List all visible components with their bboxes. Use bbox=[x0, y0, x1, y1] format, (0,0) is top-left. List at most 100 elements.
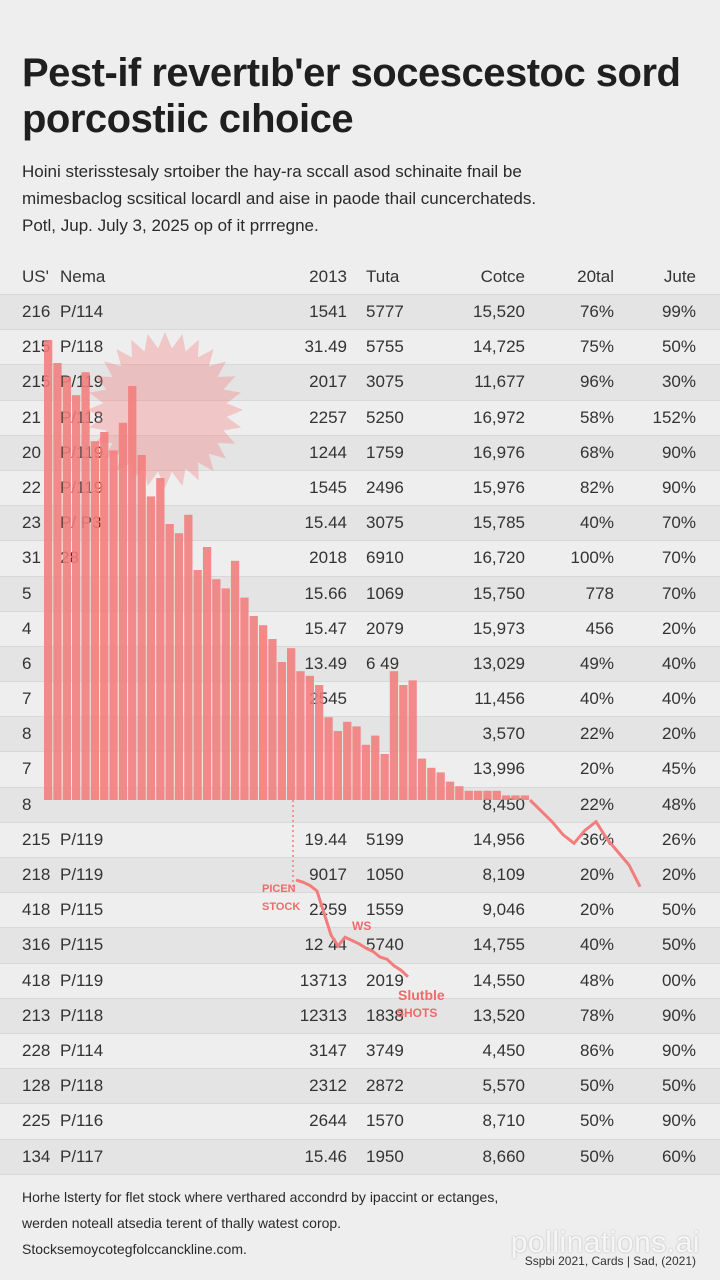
table-row-cell-2: 1541 bbox=[309, 302, 347, 321]
table-header-cell-1: Nema bbox=[60, 267, 106, 286]
table-row-cell-2: 13.49 bbox=[304, 653, 347, 673]
table-row-cell-6: 45% bbox=[661, 759, 696, 779]
table-row-cell-2: 2312 bbox=[309, 1076, 347, 1096]
table-row-cell-6: 90% bbox=[661, 1111, 696, 1131]
table-row-cell-4: 9,046 bbox=[482, 900, 525, 920]
table-row-cell-3: 2496 bbox=[366, 477, 404, 497]
table-row: 6 13.49 6 49 13,029 49% 40% bbox=[0, 646, 720, 683]
table-row-cell-0: 128 bbox=[22, 1076, 51, 1096]
table-row-cell-4: 8,450 bbox=[482, 794, 525, 814]
intro-text: Hoini sterisstesaly srtoiber the hay-ra … bbox=[22, 158, 702, 239]
table-row-cell-5: 36% bbox=[579, 829, 614, 849]
table-row-cell-5: 22% bbox=[579, 724, 614, 744]
table-row-cell-4: 16,976 bbox=[473, 442, 525, 462]
table-row-cell-3: 5740 bbox=[366, 935, 404, 955]
table-row-cell-3: 1570 bbox=[366, 1111, 404, 1131]
table-row-cell-0: 23 bbox=[22, 513, 41, 533]
table-row-cell-0: 215 bbox=[22, 829, 51, 849]
title-line-2: porcostiic cıhoice bbox=[22, 97, 354, 141]
table-row-cell-1: P/119 bbox=[60, 477, 104, 497]
data-table: US' Nema 2013 Tuta Cotce 20tal Jute 216 P/114 154… bbox=[0, 260, 720, 1175]
table-row-cell-6: 90% bbox=[661, 1005, 696, 1025]
intro-line-3: Potl, Jup. July 3, 2025 op of it prrregn… bbox=[22, 216, 319, 235]
table-row-cell-2: 1244 bbox=[309, 442, 347, 462]
table-row-cell-3: 2079 bbox=[366, 618, 404, 638]
table-row: 213 P/118 12313 1838 13,520 78% 90% bbox=[0, 998, 720, 1034]
table-header-cell-6: Jute bbox=[663, 267, 696, 286]
table-row-cell-1: P/117 bbox=[60, 1146, 104, 1166]
table-row-cell-6: 99% bbox=[661, 302, 696, 321]
footer-note: Horhe lsterty for flet stock where verth… bbox=[22, 1184, 702, 1262]
table-row-cell-6: 20% bbox=[661, 865, 696, 884]
table-row: 418 P/115 2259 1559 9,046 20% 50% bbox=[0, 893, 720, 929]
table-row-cell-6: 70% bbox=[661, 548, 696, 568]
table-row-cell-3: 3075 bbox=[366, 372, 404, 392]
footer-line-1: Horhe lsterty for flet stock where verth… bbox=[22, 1189, 499, 1205]
table-row-cell-2: 19.44 bbox=[304, 829, 347, 849]
table-row-cell-2: 2018 bbox=[309, 548, 347, 568]
table-row-cell-2: 2545 bbox=[309, 689, 347, 709]
table-row-cell-2: 2257 bbox=[309, 407, 347, 427]
table-row-cell-1: P/114 bbox=[60, 302, 104, 321]
table-row-cell-0: 215 bbox=[22, 337, 51, 357]
table-row: 215 P/119 2017 3075 11,677 96% 30% bbox=[0, 365, 720, 401]
table-row-cell-6: 90% bbox=[661, 442, 696, 462]
title-line-1: Pest-if revertıb'er socescestoc sord bbox=[22, 51, 681, 95]
table-row-cell-3: 3075 bbox=[366, 513, 404, 533]
table-row-cell-5: 20% bbox=[579, 900, 614, 920]
table-row-cell-3: 5755 bbox=[366, 337, 404, 357]
table-row-cell-3: 1559 bbox=[366, 900, 404, 920]
table-row-cell-5: 456 bbox=[585, 618, 614, 638]
table-row-cell-4: 4,450 bbox=[482, 1040, 525, 1060]
table-row-cell-5: 778 bbox=[585, 583, 614, 603]
table-row-cell-1: P/115 bbox=[60, 935, 104, 955]
table-row: 21 P/118 2257 5250 16,972 58% 152% bbox=[0, 401, 720, 436]
table-header-cell-2: 2013 bbox=[309, 267, 347, 286]
table-row-cell-6: 152% bbox=[652, 407, 696, 427]
table-row-cell-6: 00% bbox=[661, 970, 696, 990]
table-row-cell-1: P/118 bbox=[60, 337, 104, 357]
table-header: US' Nema 2013 Tuta Cotce 20tal Jute bbox=[0, 260, 720, 295]
credit-text: Sspbi 2021, Cards | Sad, (2021) bbox=[524, 1254, 696, 1268]
table-row-cell-6: 70% bbox=[661, 583, 696, 603]
table-row: 31 28 2018 6910 16,720 100% 70% bbox=[0, 541, 720, 577]
table-row-cell-1: P/114 bbox=[60, 1040, 104, 1060]
table-header-cell-0: US' bbox=[22, 267, 49, 286]
table-row-cell-3: 6910 bbox=[366, 548, 404, 568]
table-row-cell-4: 11,677 bbox=[474, 372, 525, 392]
table-row: 134 P/117 15.46 1950 8,660 50% 60% bbox=[0, 1139, 720, 1175]
table-row-cell-3: 5199 bbox=[366, 829, 404, 849]
table-row-cell-4: 14,725 bbox=[473, 337, 525, 357]
table-row-cell-0: 8 bbox=[22, 724, 32, 744]
table-row-cell-1: P/119 bbox=[60, 442, 104, 462]
intro-line-1: Hoini sterisstesaly srtoiber the hay-ra … bbox=[22, 162, 522, 181]
table-row-cell-6: 30% bbox=[661, 372, 696, 392]
table-row-cell-6: 50% bbox=[661, 337, 696, 357]
table-row-cell-0: 21 bbox=[22, 407, 41, 427]
table-row-cell-2: 15.66 bbox=[304, 583, 347, 603]
table-row-cell-5: 40% bbox=[579, 513, 614, 533]
table-row-cell-0: 6 bbox=[22, 653, 32, 673]
table-row-cell-6: 40% bbox=[661, 689, 696, 709]
table-row-cell-1: 28 bbox=[60, 548, 79, 568]
table-row-cell-0: 218 bbox=[22, 865, 51, 884]
table-row-cell-4: 15,976 bbox=[473, 477, 525, 497]
table-row-cell-5: 75% bbox=[579, 337, 614, 357]
table-row-cell-4: 11,456 bbox=[474, 689, 525, 709]
table-row-cell-0: 215 bbox=[22, 372, 51, 392]
table-row-cell-1: P/116 bbox=[60, 1111, 104, 1131]
table-row-cell-1: P/ P3 bbox=[60, 513, 102, 533]
table-row-cell-6: 26% bbox=[661, 829, 696, 849]
table-row-cell-3: 3749 bbox=[366, 1040, 404, 1060]
table-row-cell-6: 70% bbox=[661, 513, 696, 533]
table-row-cell-6: 48% bbox=[661, 794, 696, 814]
table-row: 218 P/119 9017 1050 8,109 20% 20% bbox=[0, 858, 720, 894]
table-row-cell-6: 90% bbox=[661, 477, 696, 497]
table-row-cell-6: 50% bbox=[661, 1076, 696, 1096]
table-row-cell-3: 2019 bbox=[366, 970, 404, 990]
table-row-cell-6: 20% bbox=[661, 618, 696, 638]
table-row: 215 P/118 31.49 5755 14,725 75% 50% bbox=[0, 330, 720, 366]
table-row-cell-5: 22% bbox=[579, 794, 614, 814]
table-header-cell-3: Tuta bbox=[366, 267, 400, 286]
table-row-cell-0: 5 bbox=[22, 583, 32, 603]
